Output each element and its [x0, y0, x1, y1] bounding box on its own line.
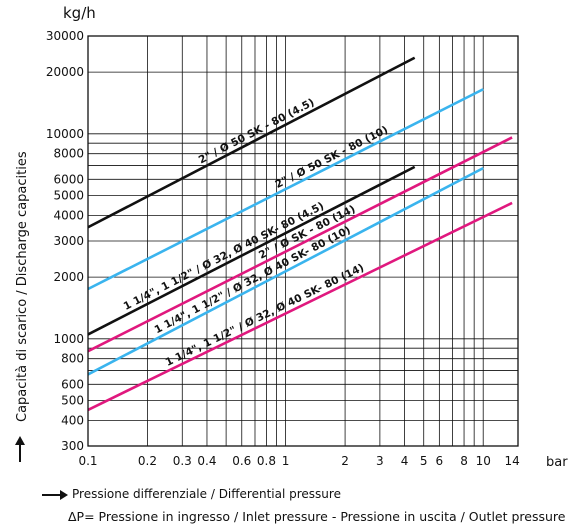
- x-tick-label: 0.2: [138, 454, 157, 468]
- series-line: [87, 136, 513, 353]
- series-line: [87, 165, 416, 336]
- y-axis-arrow: [15, 436, 25, 462]
- x-tick-label: 4: [401, 454, 409, 468]
- y-tick-label: 5000: [53, 189, 84, 203]
- x-tick-label: 6: [436, 454, 444, 468]
- y-tick-labels: 30000 20000 10000 8000 6000 5000 4000 3000 2000 1…: [46, 29, 84, 453]
- y-tick-label: 600: [61, 377, 84, 391]
- y-tick-label: 300: [61, 439, 84, 453]
- series-line: [87, 201, 513, 412]
- y-tick-label: 6000: [53, 172, 84, 186]
- delta-p-note: ΔP= Pressione in ingresso / Inlet pressu…: [68, 509, 566, 524]
- y-tick-label: 3000: [53, 234, 84, 248]
- y-tick-label: 500: [61, 394, 84, 408]
- y-tick-label: 800: [61, 352, 84, 366]
- plot-frame: [87, 35, 519, 447]
- series-line: [87, 88, 484, 291]
- series-line: [87, 56, 416, 229]
- x-tick-label: 3: [376, 454, 384, 468]
- y-tick-label: 8000: [53, 147, 84, 161]
- y-unit-label: kg/h: [63, 4, 96, 22]
- y-tick-label: 20000: [46, 65, 84, 79]
- y-tick-label: 400: [61, 413, 84, 427]
- x-axis-label-row: Pressione differenziale / Differential p…: [42, 487, 341, 501]
- x-tick-label: 0.8: [257, 454, 276, 468]
- x-axis-label: Pressione differenziale / Differential p…: [72, 487, 341, 501]
- chart: kg/h 30000200001000080006000500040003000…: [15, 4, 568, 470]
- series-line: [87, 166, 484, 376]
- x-tick-label: 10: [476, 454, 491, 468]
- x-tick-label: 0.6: [232, 454, 251, 468]
- x-tick-label: 2: [341, 454, 349, 468]
- x-tick-label: 5: [420, 454, 428, 468]
- x-tick-label: 0.1: [78, 454, 97, 468]
- x-tick-label: 0.3: [173, 454, 192, 468]
- series-lines: [87, 56, 513, 412]
- x-tick-label: 1: [282, 454, 290, 468]
- x-unit-label: bar: [546, 455, 568, 470]
- y-tick-label: 30000: [46, 29, 84, 43]
- x-tick-labels: 0.1 0.2 0.3 0.4 0.6 0.8 1 2 3 4 5 6 8 10 14: [78, 454, 519, 468]
- y-tick-label: 10000: [46, 127, 84, 141]
- x-tick-label: 0.4: [197, 454, 216, 468]
- y-axis-label: Capacità di scarico / Discharge capaciti…: [15, 151, 30, 422]
- y-tick-label: 4000: [53, 208, 84, 222]
- x-tick-label: 14: [504, 454, 519, 468]
- series-label: 2" / Ø 50 SK - 80 (4.5): [197, 96, 317, 166]
- x-axis-arrow-head: [60, 489, 68, 500]
- x-axis-arrow-line: [42, 493, 60, 496]
- y-tick-label: 1000: [53, 332, 84, 346]
- x-tick-label: 8: [460, 454, 468, 468]
- y-tick-label: 2000: [53, 270, 84, 284]
